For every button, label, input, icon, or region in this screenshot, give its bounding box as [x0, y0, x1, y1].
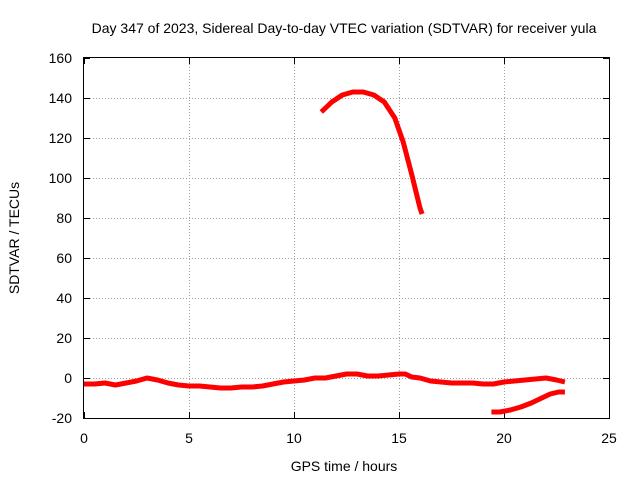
chart-title: Day 347 of 2023, Sidereal Day-to-day VTE…: [92, 20, 597, 36]
x-tick-label: 10: [286, 430, 302, 446]
x-tick-label: 25: [601, 430, 617, 446]
y-tick-label: 120: [49, 130, 73, 146]
series-baseline: [84, 371, 566, 391]
y-axis-label: SDTVAR / TECUs: [6, 182, 22, 294]
x-tick-label: 0: [80, 430, 88, 446]
y-tick-label: 60: [56, 250, 72, 266]
series-low-tail: [491, 389, 565, 415]
y-tick-label: 0: [64, 370, 72, 386]
x-tick-label: 20: [496, 430, 512, 446]
y-tick-label: -20: [52, 410, 72, 426]
series-group: [84, 89, 566, 415]
y-tick-label: 140: [49, 90, 73, 106]
y-tick-label: 20: [56, 330, 72, 346]
axis-ticks: 0 5 10 15 20 25 -20 0 20 40 60 80 100 120 140 160: [49, 50, 617, 446]
y-tick-label: 100: [49, 170, 73, 186]
x-axis-label: GPS time / hours: [291, 458, 398, 474]
y-tick-label: 40: [56, 290, 72, 306]
y-tick-label: 160: [49, 50, 73, 66]
x-tick-label: 5: [185, 430, 193, 446]
grid: [84, 58, 609, 418]
y-tick-label: 80: [56, 210, 72, 226]
plot-frame: [83, 57, 610, 419]
x-tick-label: 15: [391, 430, 407, 446]
series-high-arc: [319, 89, 425, 215]
